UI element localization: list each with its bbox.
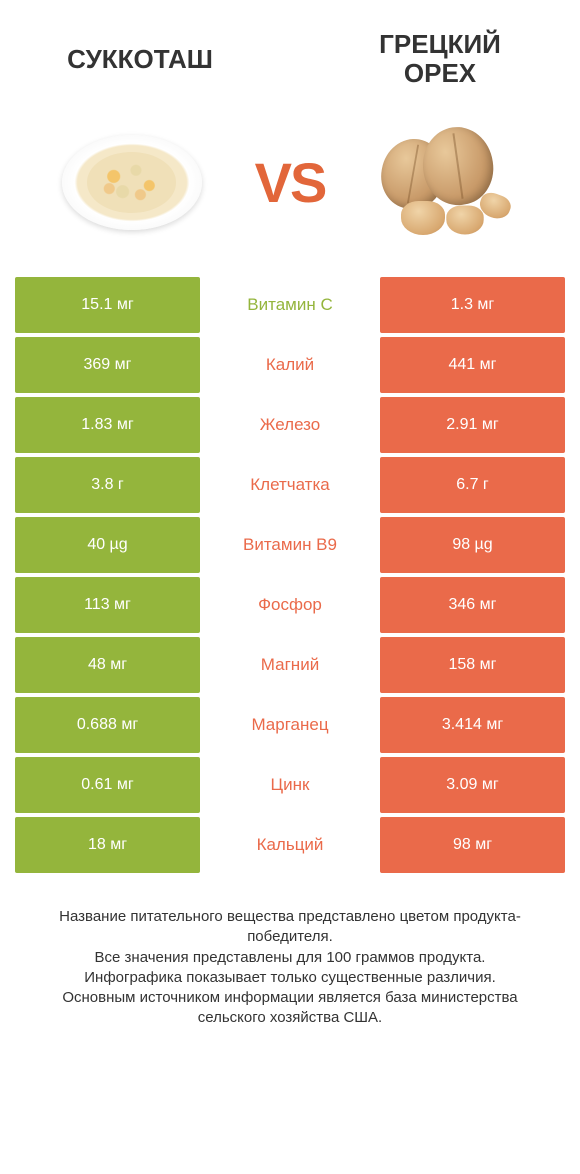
left-value: 18 мг — [15, 817, 200, 873]
table-row: 0.61 мгЦинк3.09 мг — [15, 757, 565, 813]
nutrient-label: Калий — [200, 337, 380, 393]
title-left-wrap: Суккоташ — [40, 30, 240, 87]
left-value: 1.83 мг — [15, 397, 200, 453]
table-row: 3.8 гКлетчатка6.7 г — [15, 457, 565, 513]
nutrient-label: Цинк — [200, 757, 380, 813]
right-value: 3.414 мг — [380, 697, 565, 753]
table-row: 18 мгКальций98 мг — [15, 817, 565, 873]
table-row: 1.83 мгЖелезо2.91 мг — [15, 397, 565, 453]
right-value: 158 мг — [380, 637, 565, 693]
nutrient-label: Марганец — [200, 697, 380, 753]
left-value: 48 мг — [15, 637, 200, 693]
right-value: 98 µg — [380, 517, 565, 573]
nutrient-label: Витамин B9 — [200, 517, 380, 573]
right-value: 441 мг — [380, 337, 565, 393]
nutrient-label: Витамин C — [200, 277, 380, 333]
succotash-icon — [62, 135, 202, 230]
nutrient-label: Кальций — [200, 817, 380, 873]
right-value: 6.7 г — [380, 457, 565, 513]
left-value: 113 мг — [15, 577, 200, 633]
table-row: 113 мгФосфор346 мг — [15, 577, 565, 633]
left-value: 40 µg — [15, 517, 200, 573]
left-value: 3.8 г — [15, 457, 200, 513]
left-value: 0.688 мг — [15, 697, 200, 753]
nutrient-label: Клетчатка — [200, 457, 380, 513]
left-value: 15.1 мг — [15, 277, 200, 333]
comparison-table: 15.1 мгВитамин C1.3 мг369 мгКалий441 мг1… — [0, 277, 580, 873]
vs-label: VS — [255, 150, 326, 215]
footer-line: Название питательного вещества представл… — [30, 907, 550, 948]
right-value: 98 мг — [380, 817, 565, 873]
footer-line: Инфографика показывает только существенн… — [30, 968, 550, 988]
left-food-image — [52, 122, 212, 242]
title-right: Грецкий орех — [340, 30, 540, 87]
right-food-image — [368, 122, 528, 242]
table-row: 369 мгКалий441 мг — [15, 337, 565, 393]
table-row: 48 мгМагний158 мг — [15, 637, 565, 693]
right-value: 1.3 мг — [380, 277, 565, 333]
left-value: 369 мг — [15, 337, 200, 393]
header: Суккоташ Грецкий орех — [0, 0, 580, 97]
nutrient-label: Железо — [200, 397, 380, 453]
title-left: Суккоташ — [40, 45, 240, 74]
right-value: 2.91 мг — [380, 397, 565, 453]
table-row: 0.688 мгМарганец3.414 мг — [15, 697, 565, 753]
right-value: 346 мг — [380, 577, 565, 633]
footer: Название питательного вещества представл… — [0, 877, 580, 1029]
title-right-wrap: Грецкий орех — [340, 30, 540, 87]
footer-line: Основным источником информации является … — [30, 988, 550, 1029]
images-row: VS — [0, 97, 580, 277]
right-value: 3.09 мг — [380, 757, 565, 813]
table-row: 40 µgВитамин B998 µg — [15, 517, 565, 573]
nutrient-label: Магний — [200, 637, 380, 693]
walnut-icon — [373, 127, 523, 237]
left-value: 0.61 мг — [15, 757, 200, 813]
footer-line: Все значения представлены для 100 граммо… — [30, 948, 550, 968]
nutrient-label: Фосфор — [200, 577, 380, 633]
table-row: 15.1 мгВитамин C1.3 мг — [15, 277, 565, 333]
